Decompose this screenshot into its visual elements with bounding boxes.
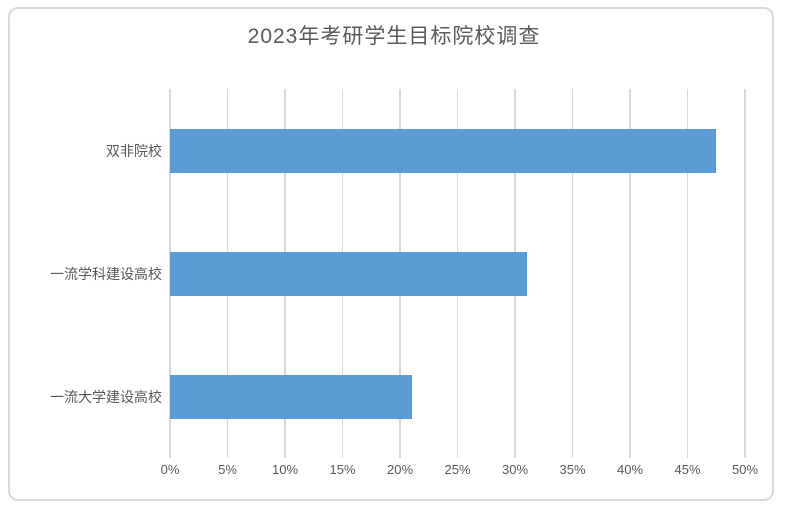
bar-row — [170, 212, 745, 335]
bar-row — [170, 335, 745, 458]
gridline — [571, 89, 574, 458]
x-axis: 0% 5% 10% 15% 20% 25% 30% 35% 40% 45% 50% — [161, 462, 758, 482]
x-axis-tick-label: 10% — [271, 462, 299, 477]
x-axis-tick-label: 5% — [218, 462, 237, 477]
chart-title: 2023年考研学生目标院校调查 — [247, 25, 541, 48]
x-axis-tick-label: 0% — [160, 462, 180, 477]
x-axis-tick-label: 50% — [731, 462, 759, 477]
gridline — [744, 89, 746, 458]
x-axis-tick-label: 40% — [616, 462, 644, 477]
bar-双非院校[interactable] — [170, 128, 717, 173]
bar-row — [170, 89, 745, 212]
gridline — [686, 89, 689, 458]
bar-一流大学建设高校[interactable] — [170, 374, 412, 419]
x-axis-tick-label: 35% — [559, 462, 586, 477]
x-axis-tick-label: 25% — [444, 462, 471, 477]
x-axis-tick-label: 15% — [329, 462, 356, 477]
plot-area — [169, 89, 746, 458]
category-label: 一流大学建设高校 — [50, 388, 162, 405]
x-axis-tick-label: 45% — [674, 462, 701, 477]
x-axis-tick-label: 30% — [501, 462, 529, 477]
category-label: 双非院校 — [106, 142, 162, 159]
bar-一流学科建设高校[interactable] — [170, 251, 527, 296]
gridline — [629, 89, 631, 458]
category-axis: 双非院校一流学科建设高校 一流大学建设高校 — [0, 89, 162, 458]
x-axis-tick-label: 20% — [386, 462, 414, 477]
category-label: 一流学科建设高校 — [50, 265, 162, 282]
